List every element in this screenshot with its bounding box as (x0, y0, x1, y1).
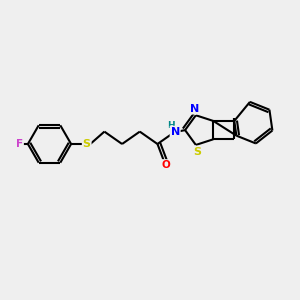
Text: N: N (190, 104, 199, 114)
Text: N: N (170, 127, 180, 136)
Text: S: S (83, 139, 91, 149)
Text: O: O (161, 160, 170, 170)
Text: F: F (16, 139, 23, 149)
Text: H: H (167, 121, 175, 130)
Text: S: S (193, 146, 201, 157)
